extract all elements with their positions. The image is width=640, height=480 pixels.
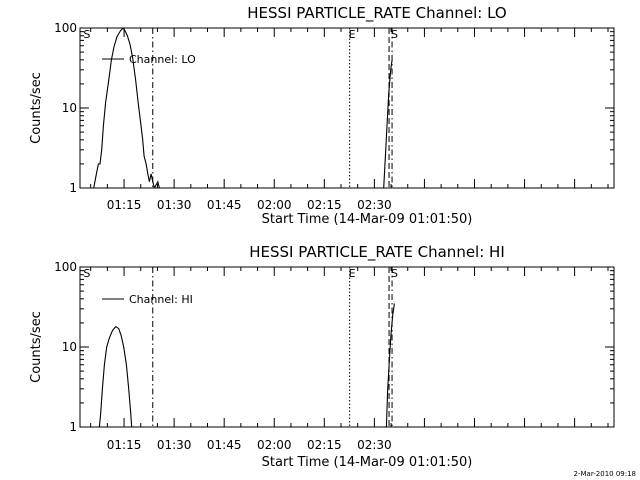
y-axis-label: Counts/sec	[29, 311, 44, 383]
marker-label: S	[83, 28, 90, 41]
y-axis-label: Counts/sec	[29, 72, 44, 144]
panel-lo: HESSI PARTICLE_RATE Channel: LO 1 10 100 Cou…	[29, 4, 615, 227]
plot-frame	[79, 27, 615, 189]
x-tick-label: 02:30	[357, 438, 392, 452]
marker-label: E	[349, 267, 356, 280]
y-tick-label: 10	[62, 340, 77, 354]
x-tick-label: 01:15	[107, 438, 142, 452]
marker-label: S	[391, 267, 398, 280]
y-tick-label: 10	[62, 101, 77, 115]
series-line	[385, 303, 395, 427]
x-tick-label: 01:15	[107, 198, 142, 212]
x-axis-label: Start Time (14-Mar-09 01:01:50)	[262, 455, 473, 470]
x-tick-label: 01:45	[207, 438, 242, 452]
chart-title: HESSI PARTICLE_RATE Channel: LO	[247, 4, 506, 23]
y-tick-label: 1	[69, 420, 77, 434]
x-tick-label: 02:15	[307, 438, 342, 452]
footer-timestamp: 2-Mar-2010 09:18	[574, 470, 636, 478]
x-tick-label: 02:00	[257, 198, 292, 212]
series-line	[93, 28, 160, 188]
x-tick-label: 02:00	[257, 438, 292, 452]
x-axis-label: Start Time (14-Mar-09 01:01:50)	[262, 212, 473, 227]
marker-label: E	[349, 28, 356, 41]
x-tick-label: 01:30	[157, 198, 192, 212]
plot-frame	[79, 266, 615, 428]
panel-hi: HESSI PARTICLE_RATE Channel: HI 1 10 100 Cou…	[29, 243, 615, 470]
y-tick-label: 1	[69, 181, 77, 195]
chart-title: HESSI PARTICLE_RATE Channel: HI	[249, 243, 505, 262]
marker-label: S	[83, 267, 90, 280]
series-line	[98, 325, 133, 427]
x-tick-label: 02:15	[307, 198, 342, 212]
legend-label: Channel: HI	[129, 293, 193, 306]
y-tick-label: 100	[54, 260, 77, 274]
x-tick-label: 02:30	[357, 198, 392, 212]
x-tick-label: 01:30	[157, 438, 192, 452]
y-tick-label: 100	[54, 21, 77, 35]
series-line	[383, 59, 393, 188]
legend-label: Channel: LO	[129, 53, 196, 66]
x-tick-label: 01:45	[207, 198, 242, 212]
marker-label: S	[391, 28, 398, 41]
